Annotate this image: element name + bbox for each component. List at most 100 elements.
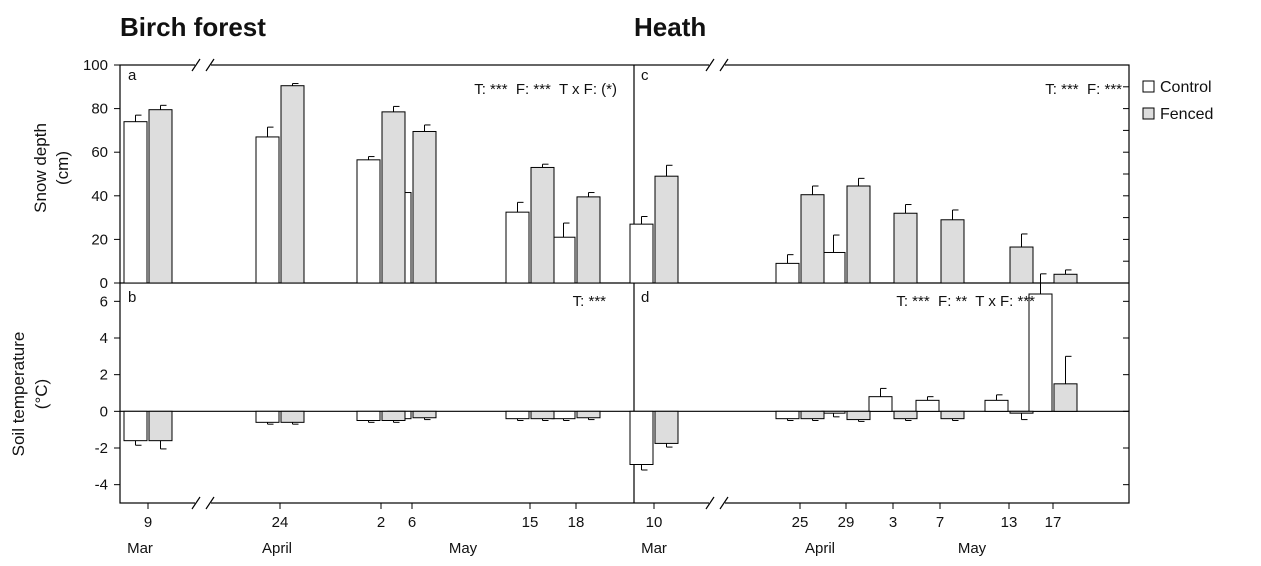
bar-d-control-17 bbox=[1028, 293, 1053, 412]
xtick-label: 6 bbox=[408, 514, 416, 531]
axis-break-mark bbox=[705, 496, 715, 510]
bar-d-fenced-25 bbox=[800, 410, 825, 420]
xtick-label: 25 bbox=[792, 514, 809, 531]
title-heath: Heath bbox=[634, 12, 706, 42]
legend-swatch-fenced bbox=[1142, 107, 1155, 120]
ytick-label-snow: 20 bbox=[91, 231, 108, 248]
ytick-label-temp: 4 bbox=[100, 330, 108, 347]
ytick-label-snow: 0 bbox=[100, 275, 108, 292]
bar-d-fenced-7 bbox=[940, 410, 965, 420]
ytick-label-snow: 80 bbox=[91, 101, 108, 118]
bar-d-control-10 bbox=[629, 410, 654, 466]
bar-a-control-2 bbox=[356, 159, 381, 284]
bar-d-control-13 bbox=[984, 399, 1009, 412]
bar-d-fenced-13 bbox=[1009, 410, 1034, 414]
bar-d-fenced-10 bbox=[654, 410, 679, 444]
bar-a-control-9 bbox=[123, 121, 148, 284]
ylabel-snow-depth: Snow depth (cm) bbox=[31, 123, 72, 213]
legend: Control Fenced bbox=[1142, 79, 1213, 123]
month-label: Mar bbox=[641, 540, 667, 557]
ytick-label-temp: -4 bbox=[95, 477, 108, 494]
axis-break-mark bbox=[205, 58, 215, 72]
bar-a-fenced-15 bbox=[530, 166, 555, 284]
xtick-label: 9 bbox=[144, 514, 152, 531]
axis-break-mark bbox=[205, 496, 215, 510]
stats-panel-d: T: *** F: ** T x F: *** bbox=[896, 293, 1035, 310]
month-label: April bbox=[262, 540, 292, 557]
plot-frame bbox=[119, 58, 1130, 510]
ytick-label-temp: -2 bbox=[95, 440, 108, 457]
month-label: May bbox=[449, 540, 478, 557]
xtick-label: 2 bbox=[377, 514, 385, 531]
axis-break-mark bbox=[719, 58, 729, 72]
bar-c-control-29 bbox=[821, 251, 846, 284]
bar-a-control-24 bbox=[255, 136, 280, 284]
axis-break-mark bbox=[191, 496, 201, 510]
bar-d-control-3 bbox=[868, 396, 893, 412]
ytick-label-snow: 100 bbox=[83, 57, 108, 74]
bar-c-control-25 bbox=[775, 262, 800, 284]
ylabel-snow-depth-line1: Snow depth bbox=[31, 123, 50, 213]
bar-d-fenced-17 bbox=[1053, 383, 1078, 412]
bar-b-control-24 bbox=[255, 410, 280, 423]
bar-c-fenced-25 bbox=[800, 194, 825, 284]
axis-ticks bbox=[114, 64, 1129, 509]
xtick-label: 18 bbox=[568, 514, 585, 531]
ylabel-snow-depth-line2: (cm) bbox=[53, 151, 72, 185]
bar-b-fenced-24 bbox=[280, 410, 305, 423]
bar-a-fenced-24 bbox=[280, 85, 305, 284]
ylabel-soil-temperature-line2: (°C) bbox=[32, 379, 51, 409]
axis-break-gap bbox=[709, 62, 725, 68]
bar-c-fenced-7 bbox=[940, 219, 965, 284]
bar-d-fenced-3 bbox=[893, 410, 918, 420]
stats-panel-b: T: *** bbox=[573, 293, 607, 310]
panel-label-a: a bbox=[128, 67, 137, 84]
legend-swatch-control bbox=[1142, 80, 1155, 93]
bar-d-control-7 bbox=[915, 399, 940, 412]
bar-a-control-15 bbox=[505, 211, 530, 284]
axis-break-gap bbox=[195, 62, 211, 68]
xtick-label: 10 bbox=[646, 514, 663, 531]
ytick-label-snow: 40 bbox=[91, 188, 108, 205]
bar-d-control-25 bbox=[775, 410, 800, 420]
title-birch-forest: Birch forest bbox=[120, 12, 266, 42]
xtick-label: 15 bbox=[522, 514, 539, 531]
panel-label-b: b bbox=[128, 289, 136, 306]
legend-label-fenced: Fenced bbox=[1160, 106, 1213, 123]
month-label: Mar bbox=[127, 540, 153, 557]
xtick-label: 29 bbox=[838, 514, 855, 531]
ytick-label-temp: 0 bbox=[100, 403, 108, 420]
bar-a-fenced-2 bbox=[381, 111, 406, 284]
month-label: April bbox=[805, 540, 835, 557]
bar-a-fenced-6 bbox=[412, 130, 437, 284]
bar-b-fenced-18 bbox=[576, 410, 601, 419]
ytick-label-temp: 6 bbox=[100, 293, 108, 310]
bar-d-fenced-29 bbox=[846, 410, 871, 421]
axis-break-gap bbox=[709, 500, 725, 506]
xtick-label: 17 bbox=[1045, 514, 1062, 531]
xtick-label: 24 bbox=[272, 514, 289, 531]
axis-break-gap bbox=[195, 500, 211, 506]
ytick-label-snow: 60 bbox=[91, 144, 108, 161]
bar-b-fenced-15 bbox=[530, 410, 555, 420]
axis-break-mark bbox=[719, 496, 729, 510]
bar-c-fenced-17 bbox=[1053, 273, 1078, 284]
xtick-label: 7 bbox=[936, 514, 944, 531]
stats-panel-c: T: *** F: *** bbox=[1045, 81, 1122, 98]
bar-c-fenced-10 bbox=[654, 175, 679, 284]
month-label: May bbox=[958, 540, 987, 557]
ylabel-soil-temperature-line1: Soil temperature bbox=[9, 332, 28, 457]
legend-label-control: Control bbox=[1160, 79, 1212, 96]
bar-d-control-29 bbox=[821, 410, 846, 414]
ylabel-soil-temperature: Soil temperature (°C) bbox=[9, 332, 51, 457]
ytick-label-temp: 2 bbox=[100, 367, 108, 384]
bar-b-control-2 bbox=[356, 410, 381, 422]
bar-b-fenced-9 bbox=[148, 410, 173, 442]
xtick-label: 13 bbox=[1001, 514, 1018, 531]
bar-b-control-18 bbox=[551, 410, 576, 420]
xtick-label: 3 bbox=[889, 514, 897, 531]
axis-break-mark bbox=[191, 58, 201, 72]
bar-c-fenced-3 bbox=[893, 212, 918, 284]
